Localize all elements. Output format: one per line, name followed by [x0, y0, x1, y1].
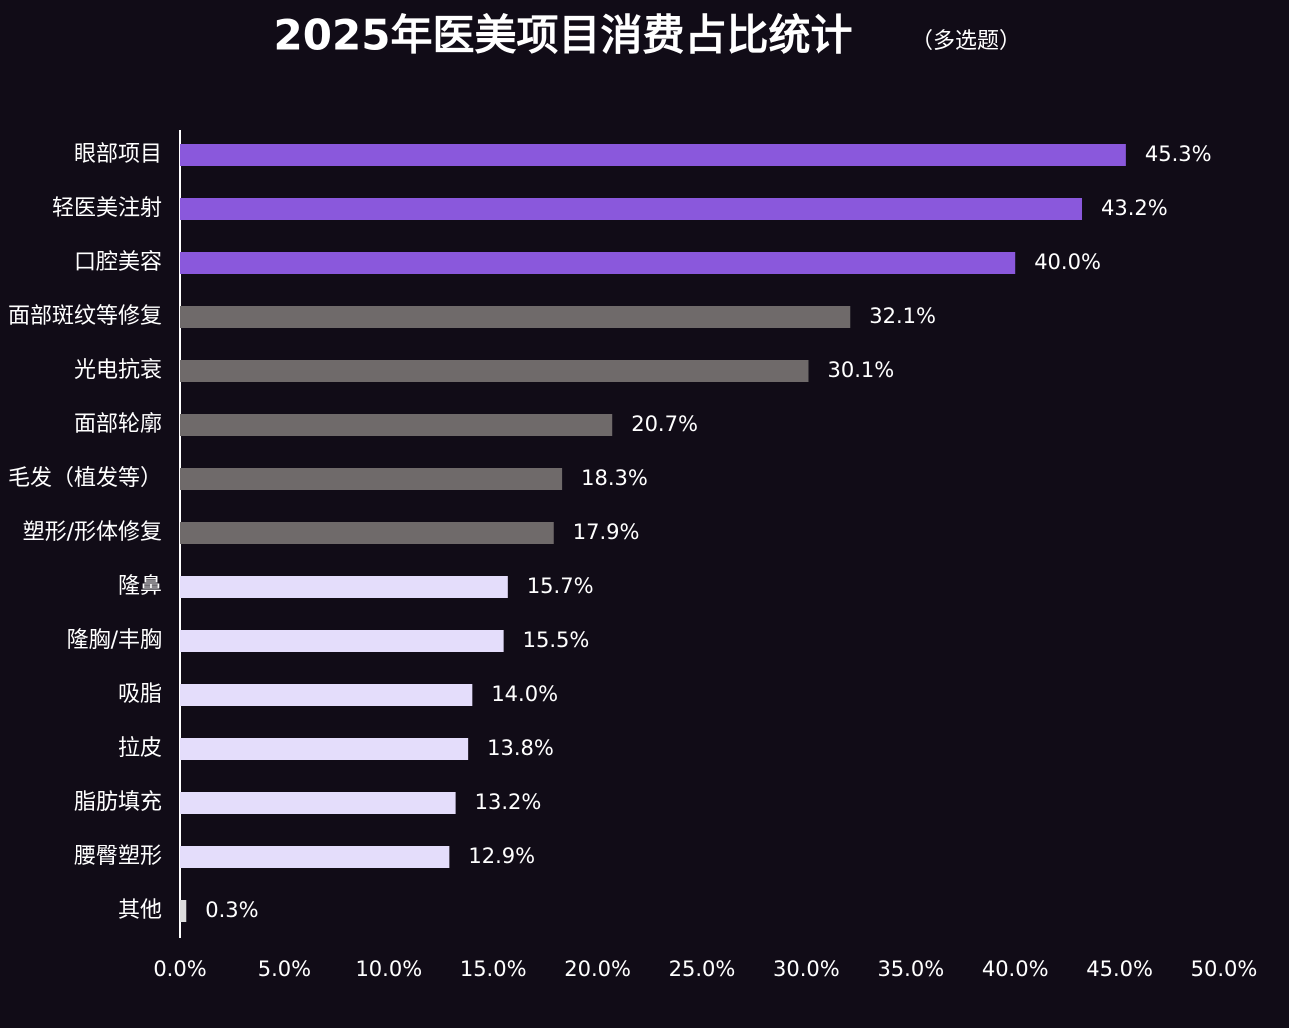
x-tick-label: 40.0% [982, 957, 1049, 981]
x-tick-label: 30.0% [773, 957, 840, 981]
bar [180, 198, 1083, 220]
category-label: 腰臀塑形 [74, 844, 162, 869]
bar [180, 252, 1016, 274]
value-label: 13.2% [475, 790, 542, 814]
category-label: 吸脂 [118, 682, 162, 707]
bar [180, 900, 187, 922]
category-label: 脂肪填充 [74, 790, 162, 815]
value-label: 45.3% [1145, 142, 1212, 166]
bar [180, 414, 613, 436]
category-label: 隆胸/丰胸 [67, 628, 162, 653]
bar [180, 576, 508, 598]
value-label: 18.3% [581, 466, 648, 490]
value-label: 15.7% [527, 574, 594, 598]
value-label: 43.2% [1101, 196, 1168, 220]
category-label: 口腔美容 [74, 250, 162, 275]
bar [180, 684, 473, 706]
x-tick-label: 35.0% [877, 957, 944, 981]
value-label: 17.9% [573, 520, 640, 544]
category-label: 隆鼻 [118, 574, 162, 599]
category-label: 轻医美注射 [52, 196, 162, 221]
x-tick-label: 20.0% [564, 957, 631, 981]
value-label: 32.1% [869, 304, 936, 328]
bar [180, 630, 504, 652]
bar [180, 846, 450, 868]
value-label: 40.0% [1034, 250, 1101, 274]
x-tick-label: 45.0% [1086, 957, 1153, 981]
value-label: 13.8% [487, 736, 554, 760]
bar [180, 144, 1126, 166]
category-label: 光电抗衰 [74, 358, 162, 383]
value-label: 14.0% [491, 682, 558, 706]
category-label: 眼部项目 [74, 142, 162, 167]
category-label: 拉皮 [118, 736, 162, 761]
x-tick-label: 50.0% [1191, 957, 1258, 981]
chart-subtitle: （多选题） [911, 29, 1021, 54]
x-tick-label: 25.0% [669, 957, 736, 981]
x-tick-label: 10.0% [355, 957, 422, 981]
value-label: 15.5% [523, 628, 590, 652]
value-label: 0.3% [205, 898, 258, 922]
value-label: 30.1% [827, 358, 894, 382]
category-label: 面部轮廓 [74, 412, 162, 437]
bar [180, 306, 851, 328]
x-tick-label: 0.0% [153, 957, 206, 981]
bar [180, 360, 809, 382]
category-label: 毛发（植发等） [8, 466, 162, 491]
value-label: 12.9% [468, 844, 535, 868]
category-label: 面部斑纹等修复 [8, 304, 162, 329]
category-label: 其他 [118, 898, 162, 923]
chart-title: 2025年医美项目消费占比统计 [274, 11, 853, 60]
bar [180, 738, 469, 760]
category-label: 塑形/形体修复 [23, 520, 162, 545]
x-tick-label: 5.0% [258, 957, 311, 981]
bar [180, 468, 563, 490]
value-label: 20.7% [631, 412, 698, 436]
bar [180, 792, 456, 814]
bar [180, 522, 554, 544]
x-tick-label: 15.0% [460, 957, 527, 981]
